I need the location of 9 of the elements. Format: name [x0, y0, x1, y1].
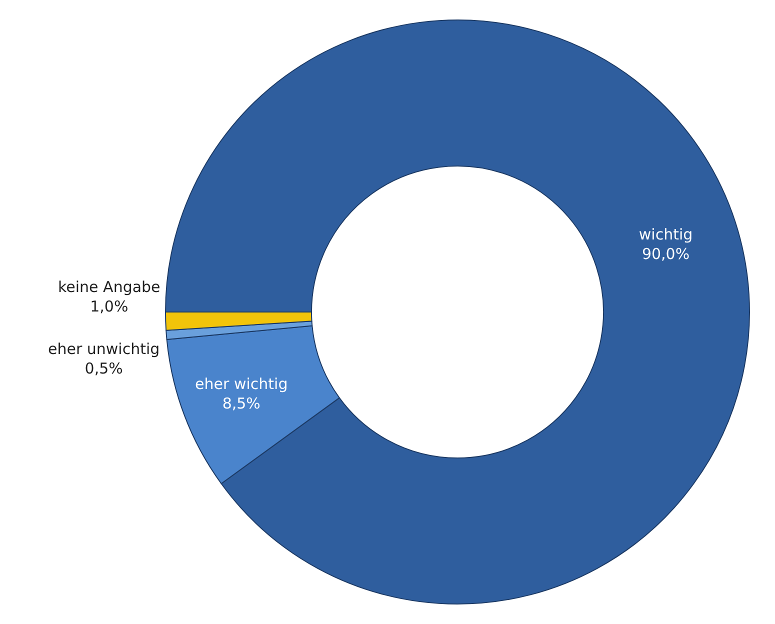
slice-label: eher wichtig	[195, 374, 288, 393]
data-label: 1,0%	[90, 298, 128, 316]
data-label: 0,5%	[84, 360, 123, 378]
data-label: 90,0%	[642, 245, 690, 264]
slice-label: eher unwichtig	[48, 340, 160, 358]
slice-label: wichtig	[638, 226, 693, 244]
donut-slice	[165, 20, 750, 604]
slice-label: keine Angabe	[58, 278, 160, 296]
data-label: 8,5%	[222, 394, 260, 412]
